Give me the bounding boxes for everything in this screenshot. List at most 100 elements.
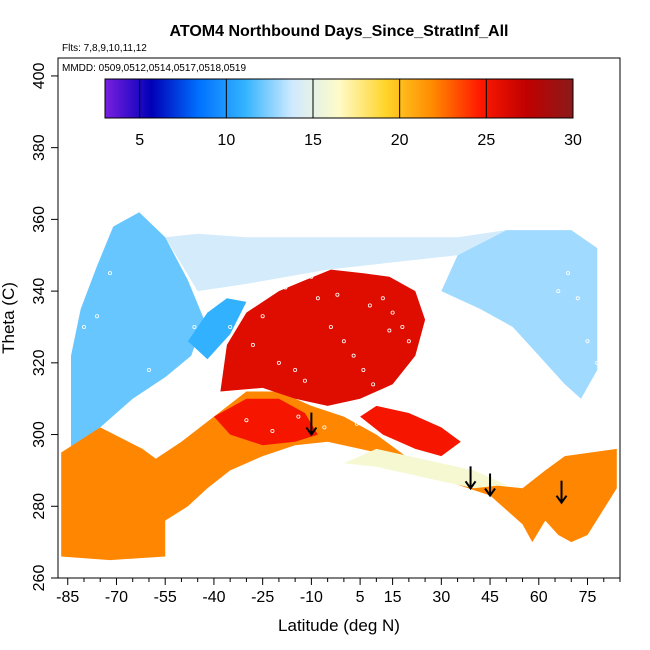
x-tick-label-15: 15 — [384, 589, 402, 606]
colorbar-tick-label-25: 25 — [477, 132, 495, 149]
sample-point-12 — [341, 339, 346, 344]
arrow-2 — [484, 473, 496, 498]
sample-point-37 — [260, 314, 265, 319]
sample-point-8 — [293, 367, 298, 372]
colorbar-tick-label-15: 15 — [304, 132, 322, 149]
heatmap-region-upper-red — [220, 269, 426, 406]
x-axis: -85 -70 -55 -40 -25 -10 5 15 30 45 60 75 — [56, 578, 621, 606]
heatmap-region-upper-left-blue — [71, 212, 205, 449]
sample-point-9 — [302, 378, 307, 383]
y-tick-label-320: 320 — [31, 349, 48, 376]
sample-point-34 — [575, 296, 580, 301]
sample-point-42 — [387, 328, 392, 333]
plot-area — [57, 57, 621, 579]
sample-point-36 — [595, 360, 600, 365]
colorbar-tick-label-30: 30 — [564, 132, 582, 149]
sample-point-1 — [94, 314, 99, 319]
y-tick-label-380: 380 — [31, 134, 48, 161]
chart-subtitle-flights: Flts: 7,8,9,10,11,12 — [62, 43, 147, 54]
heatmap-region-mid-cyan-streak — [187, 298, 247, 360]
x-tick-label-75: 75 — [579, 589, 597, 606]
x-tick-label-45: 45 — [481, 589, 499, 606]
sample-point-21 — [432, 367, 437, 372]
sample-point-38 — [283, 285, 288, 290]
colorbar-tick-label-20: 20 — [391, 132, 409, 149]
colorbar-tick-label-5: 5 — [135, 132, 144, 149]
sample-point-40 — [335, 292, 340, 297]
sample-point-0 — [81, 324, 86, 329]
arrow-layer — [305, 412, 568, 505]
sample-point-45 — [270, 428, 275, 433]
x-tick-label--55: -55 — [154, 589, 177, 606]
arrow-0 — [305, 412, 318, 437]
sample-point-46 — [296, 414, 301, 419]
sample-point-39 — [309, 274, 314, 279]
y-axis: 260 280 300 320 340 360 380 400 — [31, 62, 58, 591]
y-tick-label-260: 260 — [31, 565, 48, 592]
y-axis-label: Theta (C) — [0, 282, 18, 354]
sample-point-5 — [228, 324, 233, 329]
sample-point-14 — [361, 367, 366, 372]
sample-point-27 — [510, 353, 515, 358]
sample-point-2 — [107, 271, 112, 276]
sample-point-35 — [585, 339, 590, 344]
sample-point-4 — [192, 324, 197, 329]
colorbar-bar — [104, 78, 574, 119]
sample-point-48 — [354, 421, 359, 426]
y-tick-label-360: 360 — [31, 206, 48, 233]
sample-points-layer — [81, 271, 600, 433]
sample-point-18 — [400, 324, 405, 329]
x-tick-label--10: -10 — [300, 589, 323, 606]
colorbar-ticks: 5 10 15 20 25 30 — [135, 79, 582, 149]
x-tick-label-60: 60 — [530, 589, 548, 606]
x-axis-label: Latitude (deg N) — [278, 616, 400, 635]
x-tick-label-30: 30 — [432, 589, 450, 606]
colorbar: 5 10 15 20 25 30 — [104, 78, 582, 149]
sample-point-13 — [351, 353, 356, 358]
sample-point-43 — [413, 393, 418, 398]
sample-point-7 — [276, 360, 281, 365]
sample-point-22 — [445, 360, 450, 365]
sample-point-31 — [546, 403, 551, 408]
sample-point-44 — [244, 418, 249, 423]
sample-point-24 — [471, 364, 476, 369]
sample-point-26 — [497, 389, 502, 394]
chart-title: ATOM4 Northbound Days_Since_StratInf_All — [169, 23, 508, 40]
heatmap-region-top-band-light — [165, 230, 507, 292]
sample-point-10 — [315, 296, 320, 301]
y-tick-label-300: 300 — [31, 421, 48, 448]
heatmap-region-lower-red-left — [213, 398, 318, 446]
heatmap-region-tropical-cyan-gap — [343, 448, 507, 489]
sample-point-29 — [530, 382, 535, 387]
sample-point-47 — [322, 425, 327, 430]
sample-point-11 — [328, 324, 333, 329]
heatmap-region-lower-red-right — [360, 405, 461, 457]
sample-point-3 — [146, 367, 151, 372]
heatmap-layer — [61, 212, 617, 561]
heatmap-region-left-low-orange — [61, 427, 208, 561]
x-tick-label--25: -25 — [251, 589, 274, 606]
x-tick-label--70: -70 — [105, 589, 128, 606]
sample-point-25 — [484, 375, 489, 380]
arrow-1 — [464, 466, 477, 491]
plot-frame — [57, 57, 621, 579]
sample-point-28 — [520, 367, 525, 372]
x-tick-label-5: 5 — [356, 589, 365, 606]
y-tick-label-280: 280 — [31, 493, 48, 520]
sample-point-41 — [367, 303, 372, 308]
y-tick-label-340: 340 — [31, 278, 48, 305]
x-tick-label--85: -85 — [56, 589, 79, 606]
sample-point-23 — [458, 353, 463, 358]
sample-point-16 — [380, 296, 385, 301]
arrow-3 — [555, 480, 568, 505]
sample-point-19 — [406, 339, 411, 344]
sample-point-32 — [556, 289, 561, 294]
sample-point-15 — [371, 382, 376, 387]
colorbar-tick-label-10: 10 — [217, 132, 235, 149]
sample-point-17 — [390, 310, 395, 315]
sample-point-6 — [250, 342, 255, 347]
chart-subtitle-dates: MMDD: 0509,0512,0514,0517,0518,0519 — [62, 63, 246, 74]
sample-point-33 — [566, 271, 571, 276]
